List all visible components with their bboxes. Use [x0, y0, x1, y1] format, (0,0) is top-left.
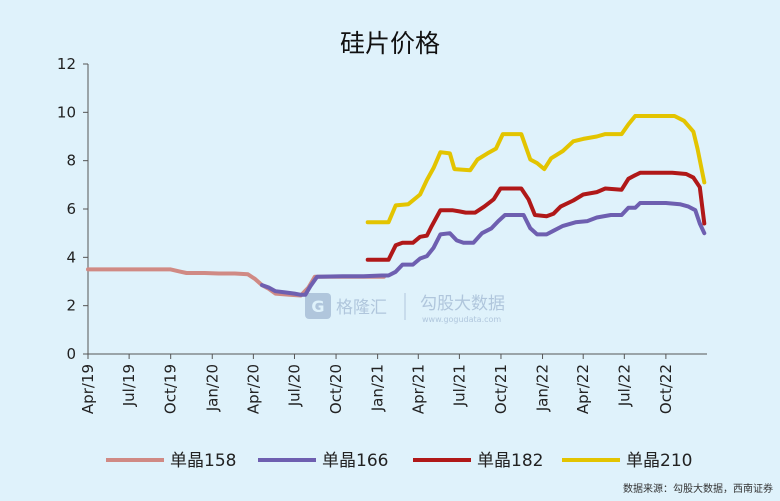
series-line-2	[260, 201, 707, 297]
y-tick-label: 12	[57, 55, 76, 73]
x-tick-label: Apr/19	[79, 364, 97, 414]
series-lines	[86, 114, 707, 298]
axes: 0 2 4 6 8 10 12 Apr/19 Jul/19 Oct/19 Jan/20 Apr/20 J…	[57, 55, 707, 414]
x-tick-label: Jul/22	[615, 364, 633, 407]
watermark: G 格隆汇 勾股大数据 www.gogudata.com	[305, 293, 505, 324]
series-line-4	[365, 114, 707, 225]
x-tick-label: Oct/19	[162, 364, 180, 414]
series-line-3	[365, 170, 707, 262]
source-note: 数据来源：勾股大数据，西南证券	[623, 482, 773, 495]
y-tick-label: 0	[66, 345, 76, 363]
legend-label: 单晶182	[477, 451, 543, 471]
gelonghui-logo-icon	[305, 293, 331, 319]
x-tick-label: Apr/20	[244, 364, 262, 414]
x-tick-label: Jan/21	[369, 364, 387, 412]
watermark-url: www.gogudata.com	[422, 315, 501, 324]
x-tick-label: Jul/20	[285, 364, 303, 407]
x-tick-label: Jan/20	[203, 364, 221, 412]
x-tick-label: Oct/21	[492, 364, 510, 414]
x-tick-label: Oct/22	[657, 364, 675, 414]
watermark-brand-right: 勾股大数据	[420, 294, 505, 314]
svg-text:G: G	[311, 297, 324, 316]
x-tick-label: Apr/22	[574, 364, 592, 414]
y-tick-label: 6	[66, 200, 76, 218]
legend-label: 单晶210	[626, 451, 692, 471]
y-tick-label: 8	[66, 152, 76, 170]
x-tick-label: Jul/21	[450, 364, 468, 407]
x-tick-label: Jan/22	[534, 364, 552, 412]
x-tick-label: Jul/19	[120, 364, 138, 407]
x-tick-label: Oct/20	[327, 364, 345, 414]
series-line-1	[86, 267, 386, 298]
chart-title: 硅片价格	[340, 29, 440, 58]
legend: 单晶158 单晶166 单晶182 单晶210	[106, 451, 692, 471]
y-tick-label: 2	[66, 297, 76, 315]
x-tick-label: Apr/21	[409, 364, 427, 414]
legend-label: 单晶166	[322, 451, 388, 471]
y-tick-label: 10	[57, 103, 76, 121]
watermark-brand-left: 格隆汇	[336, 298, 387, 318]
legend-label: 单晶158	[170, 451, 236, 471]
y-tick-label: 4	[66, 248, 76, 266]
